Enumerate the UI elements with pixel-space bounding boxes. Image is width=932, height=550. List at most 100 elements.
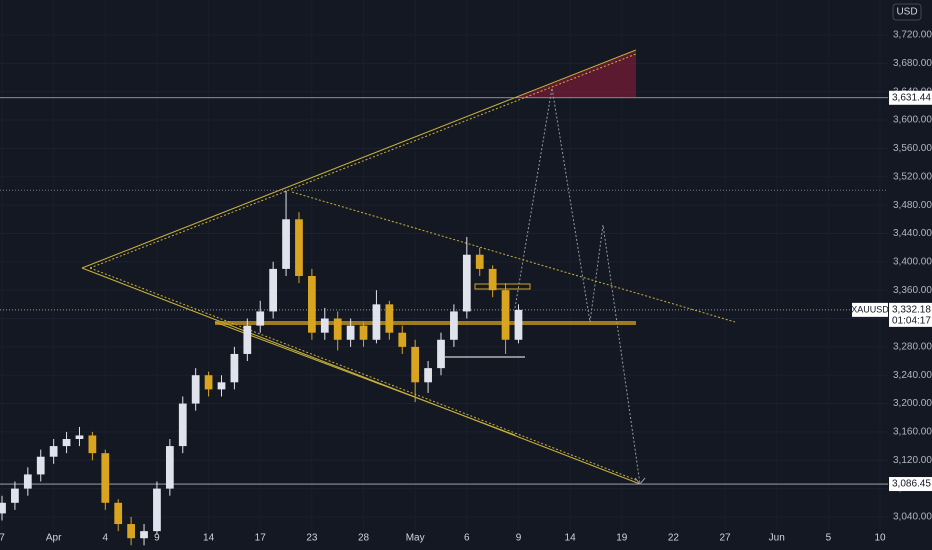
countdown: 01:04:17 bbox=[892, 316, 931, 327]
candle-body bbox=[320, 318, 329, 333]
y-tick-label: 3,520.00 bbox=[893, 171, 932, 182]
candle-body bbox=[488, 268, 497, 291]
x-tick-label: 5 bbox=[826, 533, 832, 544]
x-tick-label: 28 bbox=[358, 533, 370, 544]
candle-body bbox=[308, 275, 316, 333]
price-tag bbox=[889, 90, 932, 105]
y-tick-label: 3,200.00 bbox=[893, 398, 932, 409]
currency-button[interactable] bbox=[892, 3, 922, 21]
candle-body bbox=[462, 254, 471, 312]
trend-line bbox=[291, 191, 736, 323]
axis-background bbox=[888, 0, 932, 550]
price-tag-label: 3,631.44 bbox=[892, 92, 931, 103]
y-tick-label: 3,280.00 bbox=[893, 342, 932, 353]
x-tick-label: Apr bbox=[46, 533, 62, 544]
trend-line bbox=[89, 53, 637, 269]
candle-body bbox=[359, 325, 368, 340]
y-tick-label: 3,560.00 bbox=[893, 143, 932, 154]
candle-body bbox=[62, 438, 71, 447]
support-band bbox=[215, 321, 636, 325]
candles bbox=[0, 190, 523, 546]
x-tick-label: 9 bbox=[154, 533, 160, 544]
candle-body bbox=[217, 382, 226, 390]
projection-path bbox=[514, 87, 641, 485]
candle-body bbox=[385, 304, 394, 333]
x-tick-label: 14 bbox=[565, 533, 577, 544]
candle-body bbox=[36, 456, 45, 475]
candle-body bbox=[501, 290, 510, 340]
y-tick-label: 3,120.00 bbox=[893, 455, 932, 466]
y-tick-label: 3,240.00 bbox=[893, 370, 932, 381]
candle-body bbox=[372, 304, 381, 340]
x-tick-label: 10 bbox=[874, 533, 886, 544]
x-tick-label: 14 bbox=[203, 533, 215, 544]
x-tick-label: 27 bbox=[719, 533, 731, 544]
x-tick-label: 19 bbox=[616, 533, 628, 544]
y-tick-label: 3,040.00 bbox=[893, 512, 932, 523]
candle-body bbox=[204, 375, 213, 390]
candle-body bbox=[256, 311, 265, 326]
symbol-tag bbox=[852, 302, 888, 317]
candle-body bbox=[230, 353, 239, 383]
candle-body bbox=[269, 268, 278, 312]
y-tick-label: 3,440.00 bbox=[893, 228, 932, 239]
x-tick-label: 6 bbox=[464, 533, 470, 544]
y-tick-label: 3,600.00 bbox=[893, 115, 932, 126]
price-axis: 3,040.003,080.003,120.003,160.003,200.00… bbox=[888, 0, 932, 550]
candle-body bbox=[49, 446, 58, 457]
candle-body bbox=[140, 531, 148, 539]
y-tick-label: 3,480.00 bbox=[893, 200, 932, 211]
candle-body bbox=[514, 309, 523, 340]
zone-box bbox=[474, 283, 531, 290]
candle-body bbox=[346, 325, 355, 340]
candle-body bbox=[450, 311, 458, 340]
y-tick-label: 3,360.00 bbox=[893, 285, 932, 296]
x-tick-label: May bbox=[406, 533, 425, 544]
price-tag bbox=[889, 477, 932, 492]
symbol-label: XAUUSD bbox=[851, 304, 889, 314]
candle-body bbox=[243, 325, 252, 354]
candle-body bbox=[127, 524, 135, 539]
candle-body bbox=[282, 219, 290, 269]
candle-body bbox=[333, 318, 342, 340]
x-tick-label: 17 bbox=[255, 533, 267, 544]
currency: USD bbox=[896, 7, 917, 18]
y-tick-label: 3,160.00 bbox=[893, 427, 932, 438]
last-price-tag bbox=[889, 302, 932, 327]
y-tick-label: 3,400.00 bbox=[893, 256, 932, 267]
y-tick-label: 3,720.00 bbox=[893, 30, 932, 41]
candle-body bbox=[0, 502, 6, 514]
candle-body bbox=[153, 488, 161, 532]
price-tag-label: 3,086.45 bbox=[892, 479, 931, 490]
candle-body bbox=[101, 453, 110, 503]
candle-body bbox=[88, 435, 97, 454]
trend-line bbox=[81, 49, 637, 269]
candle-body bbox=[295, 219, 303, 276]
candle-body bbox=[437, 339, 445, 369]
candle-body bbox=[424, 368, 432, 383]
candle-body bbox=[75, 435, 84, 439]
last-price-label: 3,332.18 bbox=[892, 305, 931, 316]
x-tick-label: 4 bbox=[103, 533, 109, 544]
y-tick-label: 3,680.00 bbox=[893, 58, 932, 69]
candle-body bbox=[114, 502, 123, 525]
x-tick-label: Jun bbox=[769, 533, 785, 544]
candle-body bbox=[398, 332, 407, 347]
projection-arrow bbox=[634, 477, 646, 485]
candle-body bbox=[23, 474, 32, 489]
candle-body bbox=[165, 446, 174, 489]
x-tick-label: 7 bbox=[0, 533, 5, 544]
x-tick-label: 9 bbox=[516, 533, 522, 544]
trend-line bbox=[214, 321, 516, 436]
candle-body bbox=[191, 375, 200, 404]
candle-body bbox=[11, 488, 19, 503]
trend-line bbox=[81, 267, 641, 485]
candle-body bbox=[178, 403, 187, 447]
drawings bbox=[81, 49, 736, 485]
x-tick-label: 22 bbox=[668, 533, 680, 544]
trend-line bbox=[89, 267, 637, 481]
candle-body bbox=[475, 254, 484, 269]
candle-body bbox=[411, 346, 420, 383]
